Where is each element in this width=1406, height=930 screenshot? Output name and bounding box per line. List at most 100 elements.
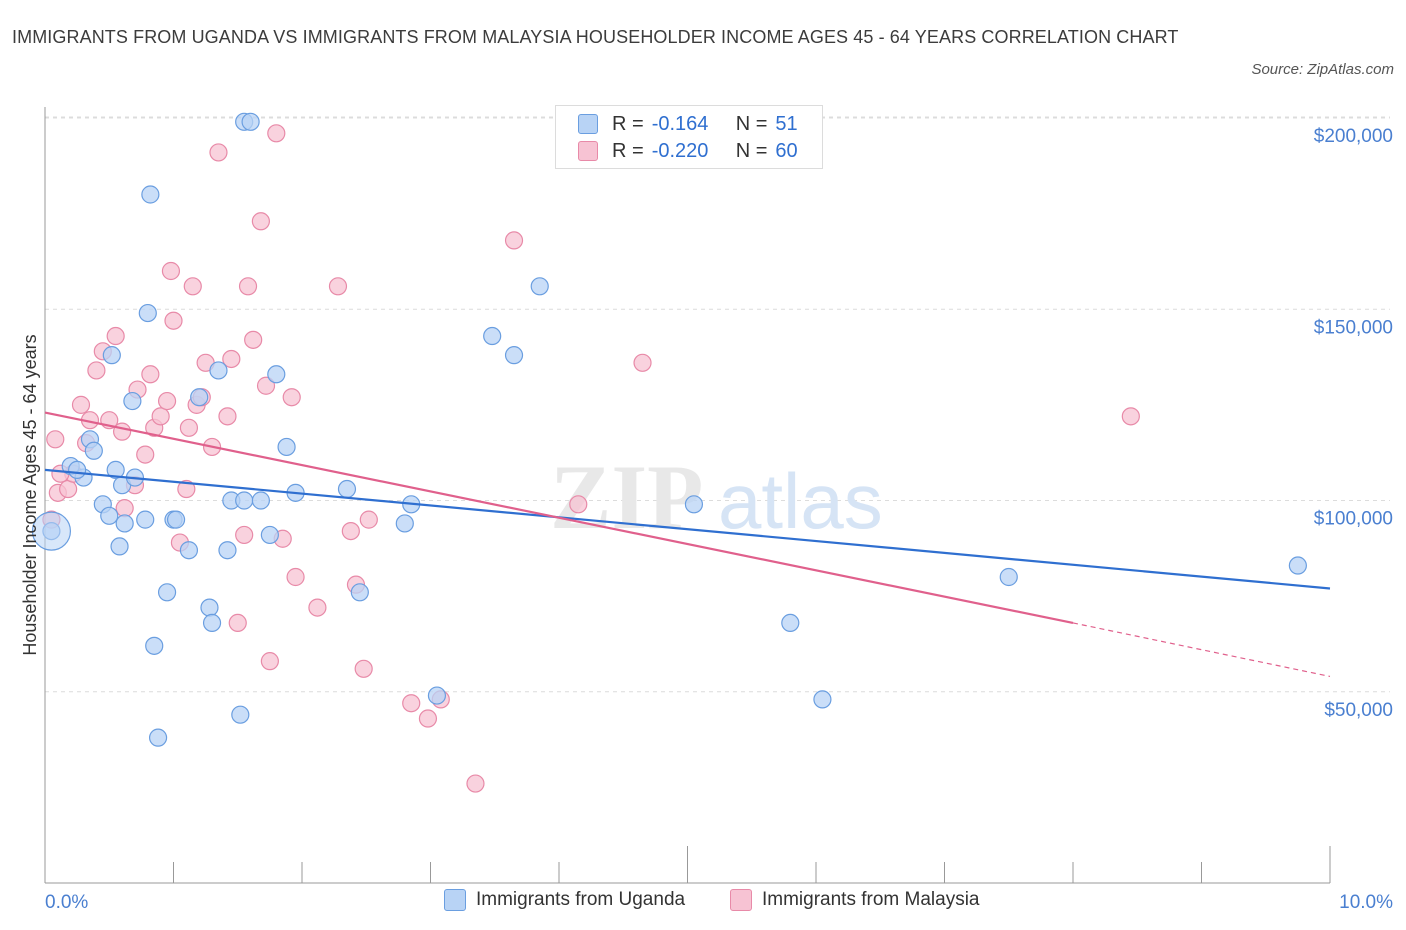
data-point — [260, 652, 279, 671]
data-point — [112, 422, 132, 441]
data-point — [106, 460, 125, 479]
y-tick-label: $150,000 — [1314, 317, 1393, 338]
data-point — [395, 514, 414, 533]
y-tick-label: $100,000 — [1314, 509, 1393, 530]
y-tick-label: $50,000 — [1324, 700, 1393, 721]
data-point — [161, 261, 181, 281]
legend-r-label: R = — [612, 139, 644, 162]
data-point — [138, 303, 157, 323]
uganda-swatch — [578, 114, 598, 134]
malaysia-trend-extension — [1072, 622, 1331, 678]
data-point — [231, 705, 250, 724]
watermark-atlas: atlas — [718, 457, 883, 545]
y-tick-label: $200,000 — [1314, 126, 1393, 147]
data-point — [183, 277, 202, 296]
data-point — [157, 583, 177, 602]
grid-lines — [45, 116, 1390, 693]
legend-item-malaysia[interactable]: Immigrants from Malaysia — [730, 889, 980, 911]
series-legend: Immigrants from Uganda Immigrants from M… — [0, 889, 1406, 915]
data-point — [106, 326, 125, 346]
data-point — [141, 365, 160, 384]
data-point — [267, 124, 286, 143]
x-tick-label: 0.0% — [45, 892, 88, 913]
legend-r-label: R = — [612, 112, 644, 135]
data-point — [218, 407, 237, 426]
malaysia-legend-swatch — [730, 889, 752, 911]
data-point — [530, 277, 549, 296]
data-point — [466, 774, 485, 793]
data-point — [151, 407, 170, 426]
legend-n-value: 60 — [775, 139, 798, 162]
data-point — [251, 491, 270, 510]
data-point — [418, 709, 438, 728]
data-point — [633, 353, 652, 372]
data-point — [209, 143, 228, 162]
data-point — [228, 613, 247, 633]
legend-n-value: 51 — [775, 112, 798, 135]
legend-label-malaysia: Immigrants from Malaysia — [762, 889, 980, 910]
data-point — [684, 495, 704, 514]
data-point — [260, 525, 279, 545]
data-point — [166, 510, 186, 529]
data-point — [100, 506, 119, 525]
data-point — [354, 659, 373, 678]
data-point — [123, 391, 142, 411]
data-point — [308, 598, 327, 617]
data-point — [813, 690, 832, 709]
data-point — [504, 346, 524, 365]
data-point — [341, 521, 360, 541]
legend-row-uganda: R = -0.164 N = 51 — [578, 111, 798, 137]
data-point — [267, 365, 286, 384]
data-point — [164, 311, 183, 330]
data-point — [282, 388, 301, 407]
data-point — [359, 510, 378, 529]
data-point — [286, 567, 305, 587]
legend-item-uganda[interactable]: Immigrants from Uganda — [444, 889, 685, 911]
data-point — [46, 430, 65, 449]
data-point — [177, 479, 196, 499]
data-point — [350, 583, 369, 602]
legend-n-label: N = — [735, 139, 768, 162]
data-point — [328, 277, 348, 296]
data-point — [209, 361, 228, 380]
data-point — [1121, 407, 1140, 426]
data-point — [504, 231, 524, 250]
legend-r-value: -0.220 — [651, 139, 709, 162]
data-point — [148, 728, 168, 747]
data-point — [999, 567, 1018, 587]
malaysia-trend-line — [44, 411, 1074, 624]
legend-n-label: N = — [735, 112, 768, 135]
data-point — [102, 346, 121, 365]
data-point — [115, 499, 134, 518]
data-point — [781, 613, 800, 633]
data-point-cluster — [31, 511, 72, 551]
data-point — [87, 361, 106, 380]
legend-row-malaysia: R = -0.220 N = 60 — [578, 138, 798, 164]
data-point — [68, 460, 87, 479]
data-point — [179, 418, 199, 437]
data-point — [235, 491, 254, 510]
uganda-legend-swatch — [444, 889, 466, 911]
legend-label-uganda: Immigrants from Uganda — [476, 889, 686, 910]
legend-r-value: -0.164 — [651, 112, 709, 135]
data-point — [218, 541, 237, 560]
trend-lines — [44, 411, 1331, 678]
data-point — [136, 445, 155, 464]
data-point — [136, 510, 155, 529]
data-point — [256, 376, 276, 395]
data-point — [238, 277, 258, 296]
data-point — [241, 112, 260, 131]
data-point — [569, 495, 588, 514]
data-point — [427, 686, 447, 705]
source-label: Source: ZipAtlas.com — [1251, 61, 1394, 78]
data-point — [141, 185, 160, 204]
data-point — [145, 636, 164, 655]
tick-labels: $50,000 $100,000 $150,000 $200,000 0.0% 10.0% — [45, 126, 1393, 913]
data-point — [222, 349, 241, 369]
y-axis-label: Householder Income Ages 45 - 64 years — [20, 334, 40, 655]
data-point — [59, 479, 78, 499]
data-point — [483, 326, 502, 346]
malaysia-swatch — [578, 141, 598, 161]
axes — [44, 107, 1331, 884]
